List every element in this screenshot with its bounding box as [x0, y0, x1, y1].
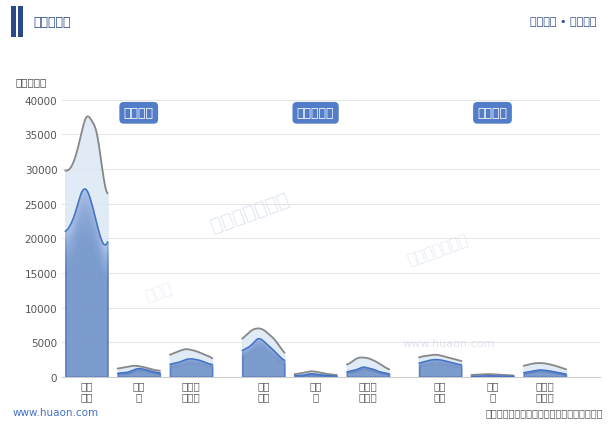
- Text: 单位：万㎡: 单位：万㎡: [16, 77, 47, 87]
- Text: 华经产业研究院: 华经产业研究院: [406, 232, 470, 268]
- Text: www.huaon.com: www.huaon.com: [12, 407, 98, 417]
- Bar: [11, 7, 16, 38]
- Text: www.huaon.com: www.huaon.com: [403, 338, 495, 348]
- Text: 华经情报网: 华经情报网: [34, 16, 71, 29]
- Text: 数据来源：国家统计局，华经产业研究院整理: 数据来源：国家统计局，华经产业研究院整理: [485, 407, 603, 417]
- Text: 新开工面积: 新开工面积: [297, 107, 335, 120]
- Text: 2016-2024年1-9月湖北省房地产施工面积情况: 2016-2024年1-9月湖北省房地产施工面积情况: [162, 57, 453, 75]
- Text: 专业严谨 • 客观科学: 专业严谨 • 客观科学: [530, 17, 597, 27]
- Text: 研究院: 研究院: [143, 280, 174, 304]
- Text: 竣工面积: 竣工面积: [477, 107, 507, 120]
- Text: 施工面积: 施工面积: [124, 107, 154, 120]
- Bar: [18, 7, 23, 38]
- Text: 华经产业研究院: 华经产业研究院: [208, 190, 292, 236]
